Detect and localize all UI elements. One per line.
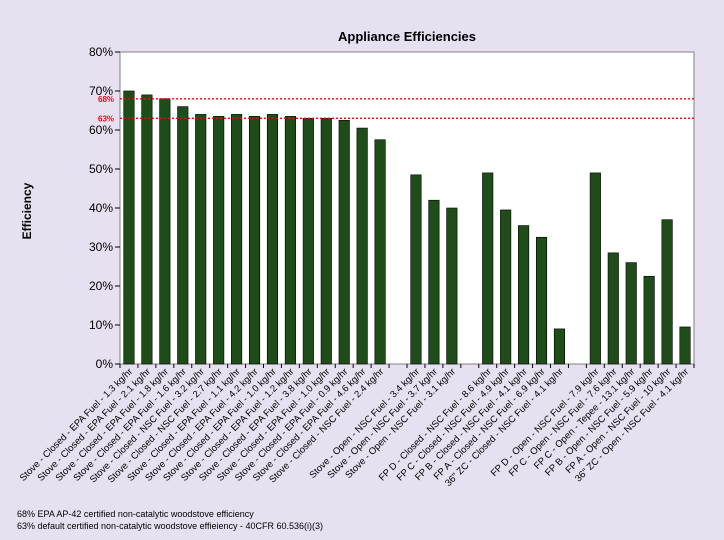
y-tick-label: 40% xyxy=(89,201,113,215)
bar xyxy=(248,116,261,365)
bar xyxy=(535,236,548,365)
bar xyxy=(231,114,243,365)
y-tick-label: 80% xyxy=(89,45,113,59)
y-tick-label: 70% xyxy=(89,84,113,98)
y-tick-label: 10% xyxy=(89,318,113,332)
bar xyxy=(428,199,440,365)
bar xyxy=(266,114,279,365)
reference-line-label: 68% xyxy=(98,95,114,104)
bar xyxy=(213,116,225,365)
footnote-63: 63% default certified non-catalytic wood… xyxy=(17,521,323,531)
bar xyxy=(195,114,207,365)
chart-title: Appliance Efficiencies xyxy=(338,29,476,44)
bar xyxy=(410,174,422,365)
bar xyxy=(625,262,637,365)
bar xyxy=(177,106,189,365)
bar xyxy=(589,172,601,365)
bar xyxy=(679,326,691,365)
bar xyxy=(374,139,386,365)
bar xyxy=(518,225,530,365)
bar xyxy=(607,252,619,365)
footnotes: 68% EPA AP-42 certified non-catalytic wo… xyxy=(17,508,323,532)
bar xyxy=(482,172,494,365)
bar xyxy=(500,209,512,365)
y-tick-label: 50% xyxy=(89,162,113,176)
bar xyxy=(643,275,655,365)
bar xyxy=(284,116,296,365)
bar xyxy=(661,219,673,365)
bar xyxy=(123,90,135,365)
y-tick-label: 60% xyxy=(89,123,113,137)
reference-line-label: 63% xyxy=(98,114,114,123)
bar xyxy=(320,118,332,365)
y-tick-label: 0% xyxy=(96,357,114,371)
footnote-68: 68% EPA AP-42 certified non-catalytic wo… xyxy=(17,509,254,519)
bar xyxy=(446,207,458,365)
y-tick-label: 30% xyxy=(89,240,113,254)
bar xyxy=(302,118,314,365)
bar xyxy=(553,328,566,365)
bar xyxy=(356,127,368,365)
y-tick-label: 20% xyxy=(89,279,113,293)
bar xyxy=(159,98,171,365)
bar xyxy=(338,119,350,365)
bar xyxy=(141,94,153,365)
